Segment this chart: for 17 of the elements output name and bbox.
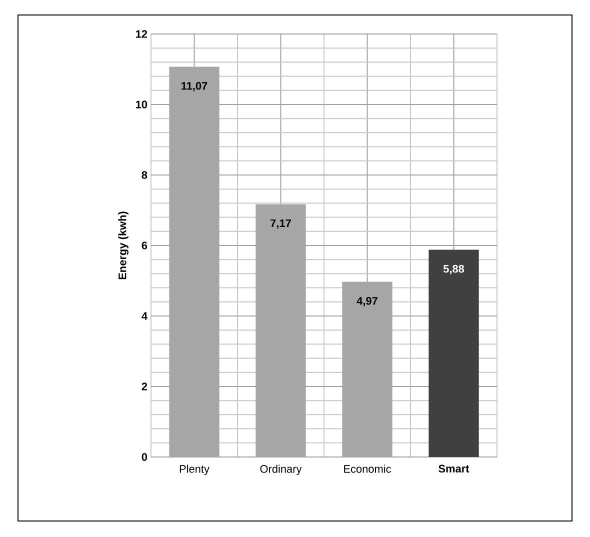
x-tick-label: Smart: [438, 464, 470, 473]
data-label: 11,07: [182, 82, 208, 92]
y-tick-label: 6: [142, 242, 148, 250]
bar: [428, 250, 479, 457]
y-tick-label: 10: [136, 100, 148, 108]
y-tick-label: 4: [142, 312, 148, 320]
y-tick-label: 2: [142, 382, 148, 390]
y-tick-label: 0: [142, 453, 148, 461]
data-label: 7,17: [270, 219, 291, 229]
y-tick-label: 12: [136, 30, 148, 38]
x-tick-label: Economic: [344, 464, 392, 473]
x-tick-label: Plenty: [180, 464, 210, 475]
y-axis-title: Energy (kwh): [118, 212, 128, 280]
y-tick-label: 8: [142, 171, 148, 179]
x-tick-label: Ordinary: [260, 464, 302, 475]
data-label: 4,97: [356, 297, 378, 306]
data-label: 5,88: [443, 264, 464, 274]
